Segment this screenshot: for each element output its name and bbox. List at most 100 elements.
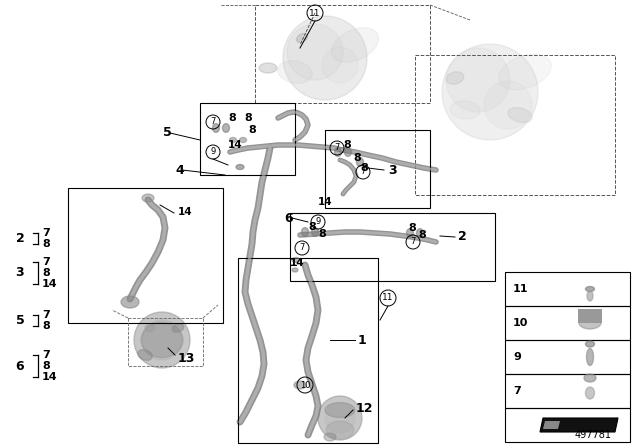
- Ellipse shape: [586, 287, 595, 292]
- Ellipse shape: [145, 324, 155, 332]
- Text: 6: 6: [284, 211, 292, 224]
- Circle shape: [134, 312, 190, 368]
- Bar: [505, 272, 630, 306]
- Text: 14: 14: [42, 372, 58, 382]
- Text: 1: 1: [358, 333, 367, 346]
- Circle shape: [142, 320, 182, 360]
- Text: 8: 8: [318, 229, 326, 239]
- Text: 7: 7: [42, 257, 50, 267]
- Ellipse shape: [326, 421, 354, 439]
- Ellipse shape: [587, 291, 593, 301]
- Bar: [238, 258, 378, 443]
- Ellipse shape: [586, 349, 593, 366]
- Bar: [68, 188, 223, 323]
- Text: 10: 10: [513, 318, 529, 328]
- Text: 7: 7: [334, 143, 340, 152]
- Ellipse shape: [584, 374, 596, 382]
- Text: 5: 5: [163, 126, 172, 139]
- Text: 8: 8: [42, 321, 50, 331]
- Ellipse shape: [172, 324, 184, 332]
- Ellipse shape: [312, 228, 319, 237]
- Text: 4: 4: [175, 164, 184, 177]
- Text: 8: 8: [42, 268, 50, 278]
- Text: 14: 14: [42, 279, 58, 289]
- Bar: [505, 306, 630, 340]
- Ellipse shape: [356, 158, 364, 166]
- Bar: [505, 408, 630, 442]
- Text: 14: 14: [178, 207, 193, 217]
- Text: 8: 8: [228, 113, 236, 123]
- Text: 7: 7: [360, 168, 365, 177]
- Text: 7: 7: [42, 310, 50, 320]
- Text: 497781: 497781: [575, 430, 612, 440]
- Ellipse shape: [301, 228, 308, 237]
- Text: 5: 5: [15, 314, 24, 327]
- Text: 6: 6: [16, 359, 24, 372]
- Ellipse shape: [292, 268, 298, 272]
- Text: 12: 12: [356, 401, 374, 414]
- Text: 8: 8: [408, 223, 416, 233]
- Bar: [290, 213, 495, 281]
- Text: 7: 7: [211, 117, 216, 126]
- Text: 8: 8: [308, 222, 316, 232]
- Text: 3: 3: [16, 267, 24, 280]
- Ellipse shape: [212, 124, 220, 132]
- Ellipse shape: [335, 148, 342, 156]
- Text: 8: 8: [360, 163, 368, 173]
- Ellipse shape: [278, 61, 312, 83]
- Text: 8: 8: [42, 239, 50, 249]
- Bar: [325, 130, 430, 208]
- Ellipse shape: [586, 387, 595, 399]
- Ellipse shape: [296, 34, 308, 43]
- Ellipse shape: [450, 101, 480, 119]
- Text: 3: 3: [388, 164, 397, 177]
- Text: 7: 7: [42, 350, 50, 360]
- Polygon shape: [540, 418, 618, 432]
- Bar: [505, 340, 630, 374]
- Bar: [128, 318, 203, 366]
- Ellipse shape: [138, 349, 152, 360]
- Text: 8: 8: [244, 113, 252, 123]
- Text: 11: 11: [513, 284, 529, 294]
- Ellipse shape: [332, 28, 378, 62]
- Text: 11: 11: [382, 293, 394, 302]
- Text: 14: 14: [318, 197, 333, 207]
- Text: 7: 7: [42, 228, 50, 238]
- Ellipse shape: [259, 63, 277, 73]
- Ellipse shape: [499, 54, 552, 90]
- Ellipse shape: [239, 138, 246, 142]
- Text: 14: 14: [290, 258, 305, 268]
- Circle shape: [484, 81, 532, 129]
- Text: 8: 8: [353, 153, 361, 163]
- Ellipse shape: [324, 433, 336, 441]
- Text: 11: 11: [309, 9, 321, 17]
- Text: 14: 14: [228, 140, 243, 150]
- Bar: [578, 309, 602, 323]
- Circle shape: [322, 47, 358, 83]
- Circle shape: [287, 24, 343, 80]
- Text: 8: 8: [343, 140, 351, 150]
- Text: 10: 10: [300, 380, 310, 389]
- Ellipse shape: [142, 194, 154, 202]
- Text: 8: 8: [42, 361, 50, 371]
- Text: 7: 7: [300, 244, 305, 253]
- Ellipse shape: [230, 138, 237, 142]
- Ellipse shape: [223, 124, 230, 132]
- Ellipse shape: [236, 164, 244, 169]
- Text: 7: 7: [410, 237, 416, 246]
- Ellipse shape: [344, 148, 351, 156]
- Ellipse shape: [446, 72, 464, 84]
- Ellipse shape: [417, 228, 424, 237]
- Ellipse shape: [586, 341, 595, 347]
- Bar: [255, 5, 430, 103]
- Circle shape: [325, 403, 355, 433]
- Circle shape: [318, 396, 362, 440]
- Text: 13: 13: [178, 352, 195, 365]
- Text: 2: 2: [458, 231, 467, 244]
- Polygon shape: [543, 421, 560, 429]
- Ellipse shape: [141, 323, 183, 358]
- Text: 8: 8: [248, 125, 256, 135]
- Text: 9: 9: [211, 147, 216, 156]
- Circle shape: [446, 48, 510, 112]
- Text: 2: 2: [15, 232, 24, 245]
